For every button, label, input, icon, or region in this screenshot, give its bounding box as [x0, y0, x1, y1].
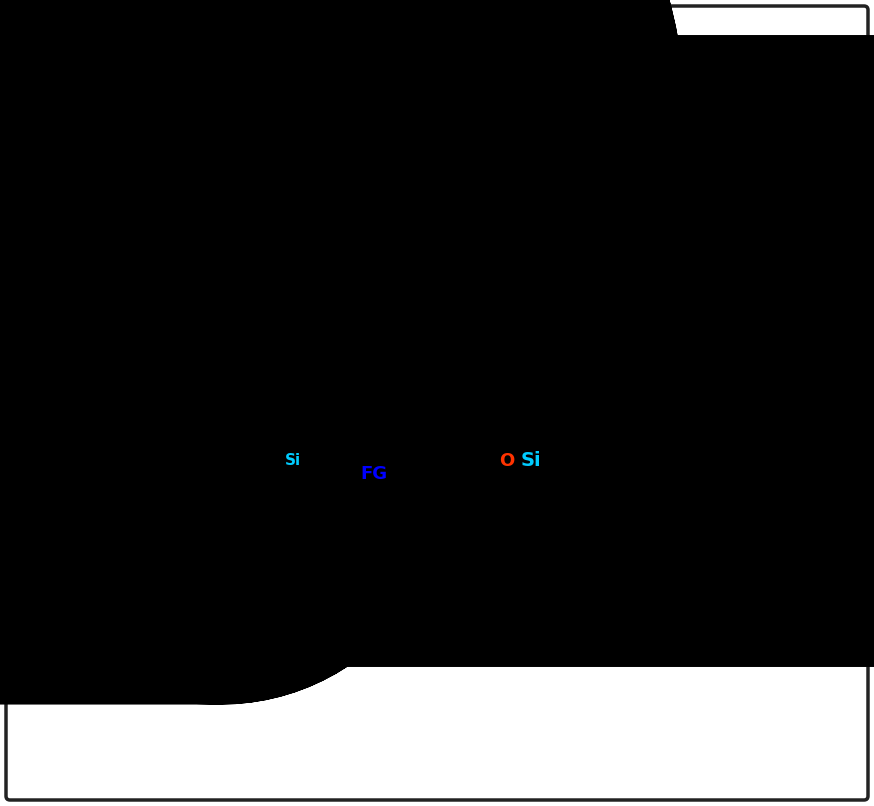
- Text: Silyl ethers such as trimethylsilyl (TMS) are useful
protecting groups, removed : Silyl ethers such as trimethylsilyl (TMS…: [28, 388, 410, 421]
- Text: Si: Si: [521, 451, 542, 471]
- Text: O: O: [499, 452, 514, 470]
- Text: 3: 3: [278, 462, 286, 472]
- Text: 3: 3: [265, 462, 273, 472]
- Text: FG: FG: [335, 342, 362, 360]
- Text: desired reaction
of FG: desired reaction of FG: [498, 280, 622, 314]
- Text: Si: Si: [285, 453, 302, 468]
- Text: FG: FG: [30, 465, 57, 483]
- Text: FG: FG: [30, 114, 57, 132]
- Text: "PG": "PG": [242, 233, 278, 248]
- Text: 3: 3: [572, 455, 579, 465]
- Text: (CH: (CH: [226, 453, 257, 468]
- Text: ): ): [272, 453, 279, 468]
- Text: OH: OH: [161, 102, 191, 120]
- Text: FG: FG: [360, 465, 387, 483]
- Text: OPG: OPG: [466, 237, 510, 255]
- Text: It's possible to "mask" the hydroxyl group by attaching a
"protecting group" (PG: It's possible to "mask" the hydroxyl gro…: [28, 168, 517, 218]
- Text: Fluoride ion: Fluoride ion: [291, 565, 389, 583]
- Text: Sometimes hydroxyl groups interfere with a reaction we wish to conduct on
a diff: Sometimes hydroxyl groups interfere with…: [28, 40, 608, 73]
- Text: CH: CH: [524, 418, 546, 433]
- FancyBboxPatch shape: [6, 6, 868, 800]
- Text: CH: CH: [556, 454, 578, 468]
- Text: OH: OH: [161, 330, 191, 348]
- Text: OH: OH: [161, 237, 191, 255]
- Text: FG: FG: [30, 342, 57, 360]
- Text: FG: FG: [30, 249, 57, 267]
- Text: FG: FG: [335, 249, 362, 267]
- Text: Undesired reaction: Undesired reaction: [345, 107, 489, 123]
- Text: OPG: OPG: [466, 330, 510, 348]
- Text: remove PG: remove PG: [215, 326, 299, 341]
- Text: 3: 3: [540, 427, 547, 437]
- Text: –Cl: –Cl: [299, 453, 323, 468]
- Text: CH: CH: [524, 489, 546, 504]
- Text: Reagent: Reagent: [235, 98, 299, 113]
- Text: OH: OH: [169, 452, 199, 470]
- Text: with OH: with OH: [345, 126, 406, 140]
- Text: Summary: Alcohol Protecting Groups: Summary: Alcohol Protecting Groups: [28, 23, 402, 41]
- Text: 3: 3: [540, 485, 547, 495]
